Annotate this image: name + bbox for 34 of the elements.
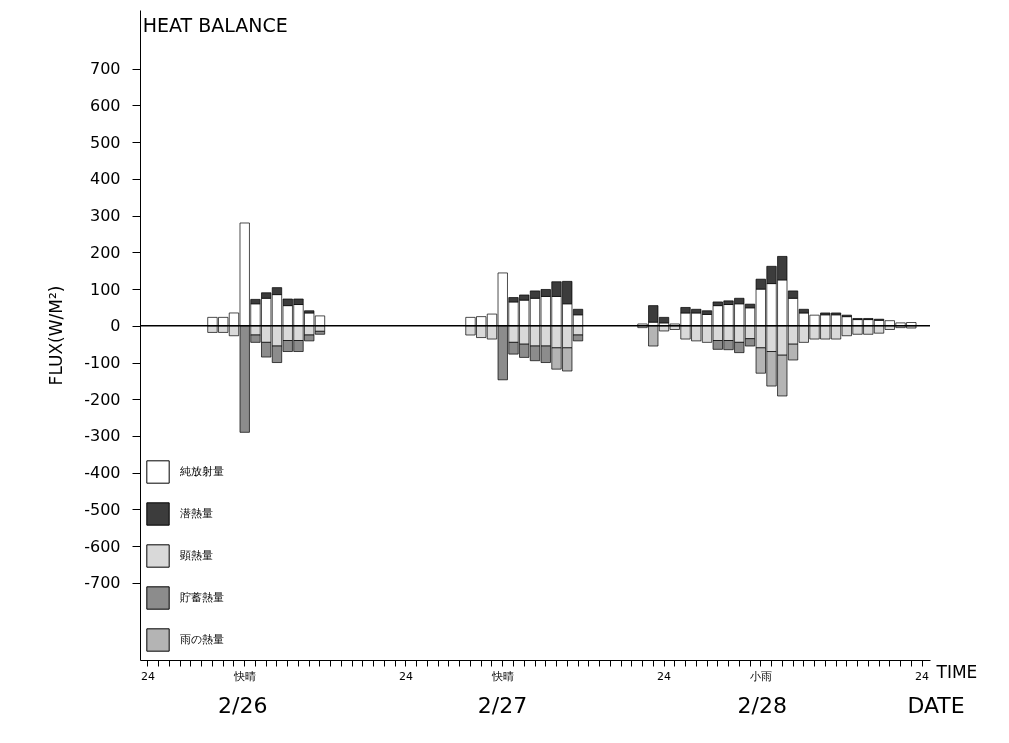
y-tick-label: 700 [89, 59, 121, 79]
text: DATE [907, 693, 965, 718]
legend-label: 貯蓄熱量 [180, 591, 224, 604]
y-tick-label: -600 [84, 536, 121, 556]
y-tick-label: -100 [84, 353, 121, 373]
x-tick-label: 24 [398, 669, 413, 683]
text: 2/26 [218, 693, 268, 718]
y-tick-label: 100 [89, 279, 121, 299]
y-tick-label: 600 [89, 95, 121, 115]
y-tick-label: 0 [110, 316, 121, 336]
y-tick-label: 300 [89, 206, 121, 226]
y-tick-label: 400 [89, 169, 121, 189]
y-tick-label: -700 [84, 573, 121, 593]
y-tick-label: 200 [89, 242, 121, 262]
y-axis-title: FLUX(W/M²) [46, 285, 67, 386]
text: 2/27 [477, 693, 528, 718]
y-tick-label: -500 [84, 499, 121, 519]
legend-label: 雨の熱量 [180, 633, 224, 646]
x-tick-label: 快晴 [490, 669, 514, 683]
x-tick-label: 小雨 [749, 669, 772, 683]
x-tick-label: 快晴 [232, 669, 256, 683]
y-tick-label: -200 [84, 389, 121, 409]
legend-label: 顕熱量 [179, 549, 213, 562]
y-tick-label: -400 [84, 463, 121, 483]
x-axis-title: TIME [935, 661, 978, 682]
x-tick-label: 24 [657, 669, 672, 683]
chart-title: HEAT BALANCE [142, 14, 288, 36]
x-tick-label: 24 [915, 669, 930, 683]
legend-label: 潜熱量 [180, 507, 213, 520]
y-tick-label: 500 [89, 132, 121, 152]
legend-label: 純放射量 [180, 465, 224, 478]
y-tick-label: -300 [84, 426, 121, 446]
x-tick-label: 24 [140, 669, 155, 683]
text: 2/28 [737, 693, 787, 718]
